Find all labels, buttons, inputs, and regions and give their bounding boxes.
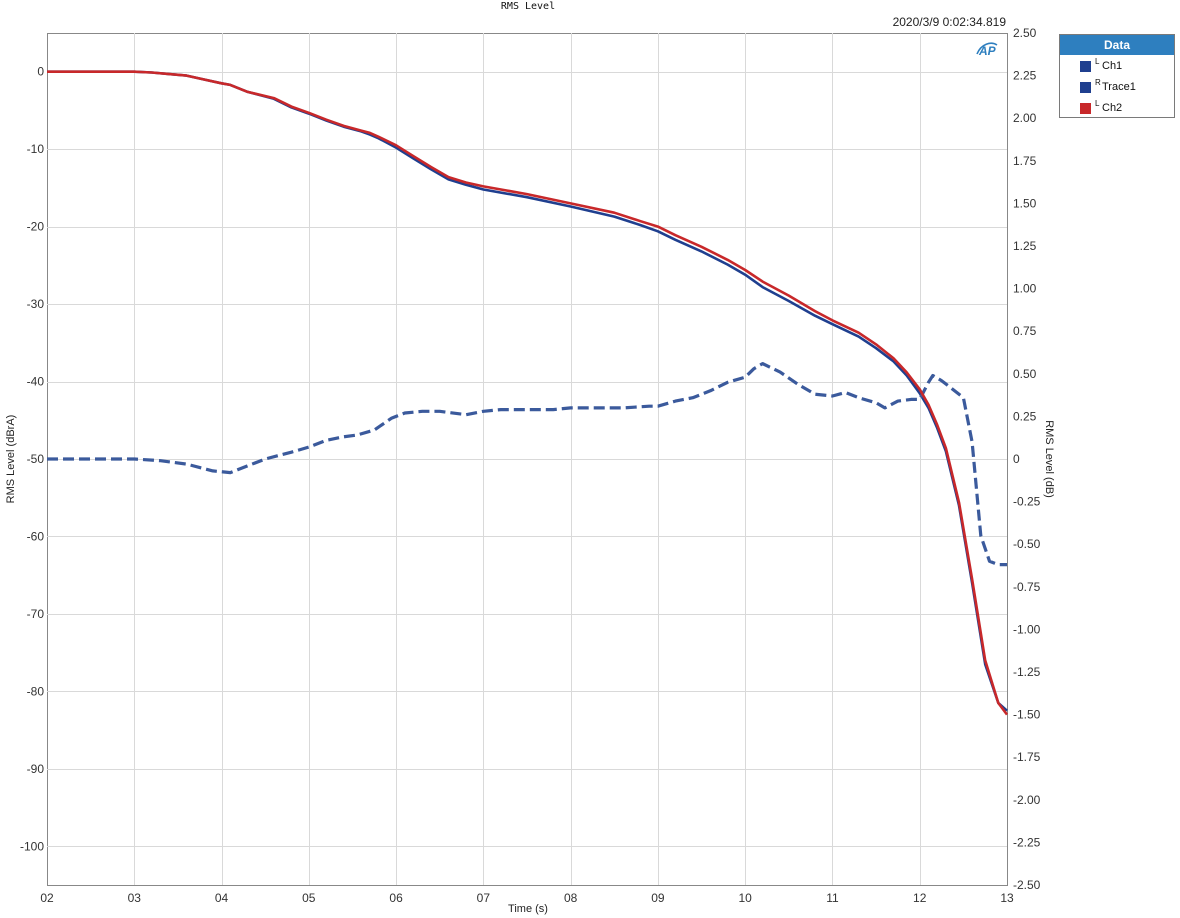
x-tick-label: 13	[1000, 891, 1014, 905]
x-tick-label: 10	[739, 891, 753, 905]
y-left-tick-label: -60	[27, 529, 45, 543]
y-left-tick-label: -30	[27, 297, 45, 311]
y-right-tick-label: -0.25	[1013, 495, 1041, 509]
legend-channel-ch2: L	[1095, 99, 1100, 108]
y-left-tick-label: -20	[27, 220, 45, 234]
y-right-tick-label: -1.25	[1013, 665, 1041, 679]
y-right-tick-label: 2.25	[1013, 69, 1037, 83]
x-axis-title: Time (s)	[508, 903, 548, 915]
y-right-tick-label: -1.75	[1013, 750, 1041, 764]
y-right-tick-label: 2.50	[1013, 26, 1037, 40]
legend-header: Data	[1060, 35, 1174, 55]
y-right-tick-label: -1.50	[1013, 708, 1041, 722]
y-right-tick-label: 2.00	[1013, 111, 1037, 125]
x-axis: 02 03 04 05 06 07 08 09 10 11 12 13	[40, 891, 1014, 905]
x-tick-label: 06	[389, 891, 403, 905]
y-right-tick-label: 0.25	[1013, 409, 1037, 423]
y-left-tick-label: -90	[27, 762, 45, 776]
legend-swatch-ch2	[1080, 103, 1091, 114]
series-line-ch2	[47, 70, 1009, 716]
timestamp-label: 2020/3/9 0:02:34.819	[893, 15, 1007, 29]
legend-channel-ch1: L	[1095, 57, 1100, 66]
x-tick-label: 11	[826, 891, 839, 905]
y-right-tick-label: 0.75	[1013, 324, 1037, 338]
legend-swatch-ch1	[1080, 61, 1091, 72]
y-right-tick-label: 1.00	[1013, 282, 1037, 296]
y-left-tick-label: -10	[27, 142, 45, 156]
legend-label-trace1: Trace1	[1102, 81, 1136, 93]
x-tick-label: 12	[913, 891, 927, 905]
legend-channel-trace1: R	[1095, 78, 1101, 87]
y-right-tick-label: 0.50	[1013, 367, 1037, 381]
legend-label-ch2: Ch2	[1102, 102, 1123, 114]
y-right-tick-label: 1.25	[1013, 239, 1037, 253]
y-left-tick-label: -50	[27, 452, 45, 466]
grid	[47, 33, 1007, 885]
x-tick-label: 08	[564, 891, 578, 905]
series-line-trace1	[47, 362, 1007, 567]
legend-item-ch2[interactable]: L Ch2	[1060, 98, 1174, 118]
legend-label-ch1: Ch1	[1102, 60, 1123, 72]
y-left-tick-label: -40	[27, 375, 45, 389]
ap-logo-icon: AP	[976, 42, 998, 58]
x-tick-label: 04	[215, 891, 229, 905]
y-left-tick-label: 0	[37, 65, 44, 79]
y-right-tick-label: -0.50	[1013, 537, 1041, 551]
y-left-tick-label: -80	[27, 684, 45, 698]
legend: Data L Ch1 R Trace1 L Ch2	[1059, 34, 1175, 118]
y-right-tick-label: -2.50	[1013, 878, 1041, 892]
svg-text:AP: AP	[978, 44, 997, 58]
y-right-tick-label: -1.00	[1013, 622, 1041, 636]
y-left-tick-label: -100	[20, 839, 44, 853]
right-axis: 2.50 2.25 2.00 1.75 1.50 1.25 1.00 0.75 0.50 0.25…	[1013, 26, 1041, 892]
y-right-tick-label: -2.00	[1013, 793, 1041, 807]
x-tick-label: 05	[302, 891, 316, 905]
chart-title: RMS Level	[501, 1, 555, 12]
left-axis: 0 -10 -20 -30 -40 -50 -60 -70 -80 -90 -100	[20, 65, 44, 854]
legend-item-ch1[interactable]: L Ch1	[1060, 56, 1174, 76]
y-axis-right-title: RMS Level (dB)	[1043, 420, 1055, 498]
y-axis-left-title: RMS Level (dBrA)	[5, 415, 17, 504]
legend-swatch-trace1	[1080, 82, 1091, 93]
x-tick-label: 09	[651, 891, 665, 905]
y-right-tick-label: -0.75	[1013, 580, 1041, 594]
y-right-tick-label: 0	[1013, 452, 1020, 466]
y-right-tick-label: 1.75	[1013, 154, 1037, 168]
x-tick-label: 07	[477, 891, 491, 905]
legend-item-trace1[interactable]: R Trace1	[1060, 77, 1174, 97]
y-right-tick-label: -2.25	[1013, 835, 1041, 849]
x-tick-label: 02	[40, 891, 54, 905]
y-left-tick-label: -70	[27, 607, 45, 621]
y-right-tick-label: 1.50	[1013, 196, 1037, 210]
series-layer	[47, 70, 1009, 716]
x-tick-label: 03	[128, 891, 142, 905]
